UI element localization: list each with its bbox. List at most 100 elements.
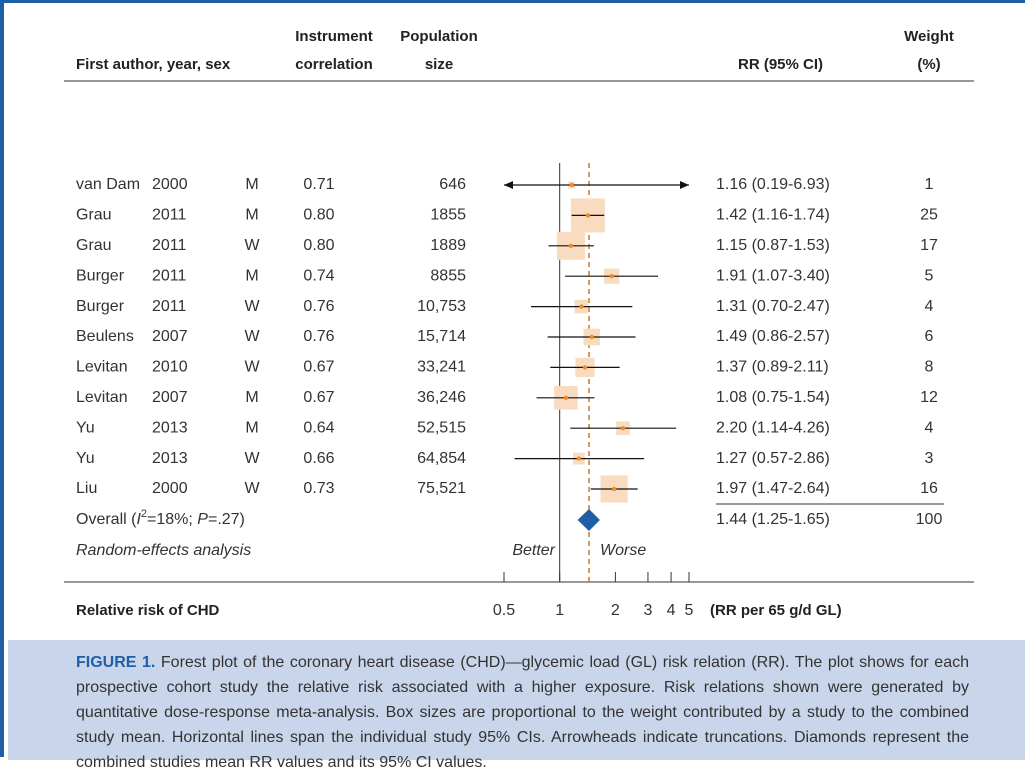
caption-text: Forest plot of the coronary heart diseas…: [76, 654, 970, 771]
author: Grau: [76, 237, 112, 254]
better-label: Better: [512, 542, 555, 559]
year: 2010: [152, 359, 188, 376]
overall-label-part: =18%;: [147, 511, 197, 528]
header: (%): [917, 56, 940, 73]
weight: 1: [925, 176, 934, 193]
point: [563, 395, 569, 400]
x-tick-label: 1: [555, 602, 564, 619]
header: RR (95% CI): [738, 56, 823, 73]
truncation-arrow: [680, 181, 689, 189]
ci-label: 1.49 (0.86-2.57): [716, 328, 830, 345]
x-tick-label: 3: [644, 602, 653, 619]
sex: W: [244, 237, 260, 254]
sex: M: [245, 267, 258, 284]
year: 2011: [152, 267, 187, 284]
correlation: 0.73: [303, 480, 334, 497]
ci-label: 1.27 (0.57-2.86): [716, 450, 830, 467]
ci-label: 1.44 (1.25-1.65): [716, 511, 830, 528]
author: Burger: [76, 267, 125, 284]
population: 75,521: [417, 480, 466, 497]
population: 10,753: [417, 298, 466, 315]
correlation: 0.74: [303, 267, 334, 284]
weight: 4: [925, 419, 934, 436]
weight: 17: [920, 237, 938, 254]
point: [609, 274, 614, 279]
point: [576, 456, 582, 461]
author: Burger: [76, 298, 125, 315]
ci-label: 1.97 (1.47-2.64): [716, 480, 830, 497]
author: Levitan: [76, 389, 128, 406]
ci-label: 1.91 (1.07-3.40): [716, 267, 830, 284]
author: Yu: [76, 419, 95, 436]
correlation: 0.71: [303, 176, 334, 193]
overall-diamond: [577, 509, 600, 531]
sex: W: [244, 480, 260, 497]
year: 2011: [152, 207, 187, 224]
weight: 5: [925, 267, 934, 284]
ci-label: 1.42 (1.16-1.74): [716, 207, 830, 224]
header: First author, year, sex: [76, 56, 231, 73]
x-tick-label: 0.5: [493, 602, 515, 619]
weight: 8: [925, 359, 934, 376]
sex: W: [244, 328, 260, 345]
correlation: 0.80: [303, 237, 334, 254]
header: size: [425, 56, 453, 73]
population: 1889: [430, 237, 466, 254]
point: [585, 213, 591, 218]
author: van Dam: [76, 176, 140, 193]
x-tick-label: 5: [685, 602, 694, 619]
x-tick-label: 2: [611, 602, 620, 619]
population: 1855: [430, 207, 466, 224]
ci-label: 1.37 (0.89-2.11): [716, 359, 829, 376]
x-label: Relative risk of CHD: [76, 602, 220, 619]
weight: 4: [925, 298, 934, 315]
ci-label: 1.08 (0.75-1.54): [716, 389, 830, 406]
correlation: 0.80: [303, 207, 334, 224]
overall-label-part: I: [136, 511, 141, 528]
caption-label: FIGURE 1.: [76, 654, 156, 671]
population: 64,854: [417, 450, 466, 467]
point: [579, 304, 584, 309]
population: 52,515: [417, 419, 466, 436]
weight: 16: [920, 480, 938, 497]
author: Liu: [76, 480, 97, 497]
author: Beulens: [76, 328, 134, 345]
method: Random-effects analysis: [76, 542, 251, 559]
overall-label-part: =.27): [208, 511, 245, 528]
caption: FIGURE 1. Forest plot of the coronary he…: [8, 640, 1025, 771]
overall-label-part: P: [197, 511, 208, 528]
correlation: 0.64: [303, 419, 334, 436]
sex: M: [245, 389, 258, 406]
year: 2011: [152, 237, 187, 254]
ci-label: 1.31 (0.70-2.47): [716, 298, 830, 315]
ci-label: 1.16 (0.19-6.93): [716, 176, 830, 193]
correlation: 0.66: [303, 450, 334, 467]
sex: M: [245, 176, 258, 193]
overall-label: Overall (I2=18%; P=.27): [76, 508, 245, 528]
population: 15,714: [417, 328, 466, 345]
year: 2007: [152, 328, 188, 345]
correlation: 0.67: [303, 359, 334, 376]
sex: M: [245, 419, 258, 436]
sex: W: [244, 298, 260, 315]
weight: 3: [925, 450, 934, 467]
weight: 100: [916, 511, 943, 528]
point: [589, 334, 594, 340]
weight: 12: [920, 389, 938, 406]
year: 2011: [152, 298, 187, 315]
point: [620, 426, 626, 431]
year: 2013: [152, 450, 188, 467]
correlation: 0.76: [303, 298, 334, 315]
point: [568, 243, 574, 248]
correlation: 0.76: [303, 328, 334, 345]
x-tick-label: 4: [667, 602, 676, 619]
point: [611, 486, 617, 492]
sex: W: [244, 359, 260, 376]
year: 2007: [152, 389, 188, 406]
author: Levitan: [76, 359, 128, 376]
point: [582, 365, 588, 370]
author: Yu: [76, 450, 95, 467]
header: Population: [400, 28, 478, 45]
header: correlation: [295, 56, 373, 73]
